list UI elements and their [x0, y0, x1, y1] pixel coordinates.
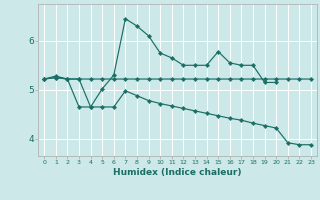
- X-axis label: Humidex (Indice chaleur): Humidex (Indice chaleur): [113, 168, 242, 177]
